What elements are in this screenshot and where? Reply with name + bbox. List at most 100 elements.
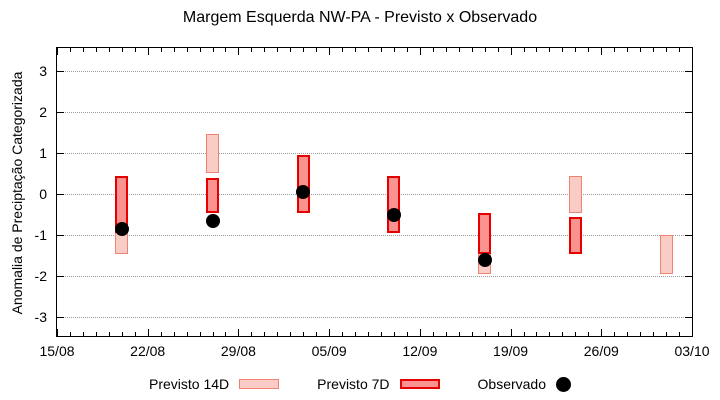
x-axis-tick-top (458, 48, 460, 52)
x-axis-tick-top (393, 48, 395, 52)
x-axis-tick-top (108, 48, 110, 52)
y-axis-tick-right (685, 111, 692, 113)
x-axis-tick-top (355, 48, 357, 52)
x-axis-tick-top (471, 48, 473, 52)
plot-area (56, 47, 693, 337)
x-axis-tick (536, 332, 538, 336)
x-axis-tick-top (627, 48, 629, 52)
x-axis-tick-top (406, 48, 408, 52)
x-axis-tick-top (575, 48, 577, 52)
x-axis-tick-top (368, 48, 370, 52)
x-axis-tick (225, 332, 227, 336)
legend-label-previsto-14d: Previsto 14D (149, 376, 230, 392)
previsto-14d-swatch-icon (239, 379, 280, 389)
x-axis-tick-top (614, 48, 616, 52)
x-axis-tick-top (484, 48, 486, 52)
y-tick-label: -1 (34, 227, 47, 244)
x-axis-tick-top (264, 48, 266, 52)
x-axis-tick-top (173, 48, 175, 52)
y-tick-label: 3 (39, 62, 47, 79)
x-axis-tick-top (653, 48, 655, 52)
y-axis-tick (57, 194, 64, 196)
gridline (57, 276, 692, 278)
x-axis-tick (406, 332, 408, 336)
x-axis-tick (264, 332, 266, 336)
x-axis-tick-top (523, 48, 525, 52)
y-tick-label: -3 (34, 309, 47, 326)
x-axis-tick (290, 332, 292, 336)
x-axis-tick-top (445, 48, 447, 52)
x-axis-tick-top (380, 48, 382, 52)
x-axis-tick-top (536, 48, 538, 52)
observado-point (114, 222, 129, 237)
x-tick-label: 19/09 (493, 343, 529, 359)
x-axis-tick-top (57, 48, 58, 55)
x-tick-label: 29/08 (220, 343, 256, 359)
y-axis-tick (57, 317, 64, 319)
x-axis-tick (653, 332, 655, 336)
x-axis-tick-top (329, 48, 331, 55)
previsto-7d-box (206, 177, 219, 213)
observado-point (477, 252, 492, 267)
y-axis-tick (57, 235, 64, 237)
x-axis-tick (303, 332, 305, 336)
x-axis-tick (277, 332, 279, 336)
x-axis-tick (523, 332, 525, 336)
x-axis-tick (355, 332, 357, 336)
x-axis-tick-top (640, 48, 642, 52)
x-axis-tick-top (134, 48, 136, 52)
previsto-7d-box (387, 175, 401, 234)
x-axis-tick (588, 332, 590, 336)
x-axis-tick-top (510, 48, 512, 55)
gridline (57, 111, 692, 113)
x-axis-tick (173, 332, 175, 336)
observado-point (386, 207, 401, 222)
x-axis-tick (95, 332, 97, 336)
x-axis-tick (82, 332, 84, 336)
x-axis-tick-top (679, 48, 681, 52)
x-axis-tick-top (277, 48, 279, 52)
x-axis-tick-top (549, 48, 551, 52)
x-axis-tick (445, 332, 447, 336)
x-tick-label: 05/09 (311, 343, 347, 359)
x-axis-tick-top (251, 48, 253, 52)
x-axis-tick (549, 332, 551, 336)
x-axis-tick-top (303, 48, 305, 52)
x-axis-tick-top (212, 48, 214, 52)
x-axis-tick-top (147, 48, 149, 55)
x-axis-tick (432, 332, 434, 336)
gridline (57, 317, 692, 319)
x-axis-tick-top (562, 48, 564, 52)
previsto-14d-box (659, 235, 673, 275)
y-axis-tick (57, 276, 64, 278)
x-axis-tick-top (160, 48, 162, 52)
gridline (57, 152, 692, 154)
x-axis-tick-top (199, 48, 201, 52)
x-axis-tick (510, 329, 512, 336)
x-axis-tick (134, 332, 136, 336)
x-axis-tick-top (225, 48, 227, 52)
x-axis-tick (627, 332, 629, 336)
chart-title: Margem Esquerda NW-PA - Previsto x Obser… (182, 9, 538, 26)
y-tick-label: 0 (39, 186, 47, 203)
observado-point (296, 185, 311, 199)
legend: Previsto 14D Previsto 7D Observado (0, 376, 720, 392)
y-axis-tick (57, 111, 64, 113)
x-axis-tick (368, 332, 370, 336)
x-axis-tick (497, 332, 499, 336)
gridline (57, 70, 692, 72)
y-axis-tick-right (685, 317, 692, 319)
y-tick-label: 2 (39, 103, 47, 120)
x-axis-tick-top (186, 48, 188, 52)
x-axis-tick (562, 332, 564, 336)
legend-item-previsto-7d: Previsto 7D (317, 376, 440, 392)
legend-item-observado: Observado (478, 376, 571, 392)
y-tick-label: -2 (34, 268, 47, 285)
gridline (57, 194, 692, 196)
x-axis-tick (419, 329, 421, 336)
x-axis-tick (57, 329, 58, 336)
x-axis-tick-top (692, 48, 693, 55)
previsto-14d-box (206, 134, 219, 174)
x-axis-tick-top (121, 48, 123, 52)
x-axis-tick (329, 329, 331, 336)
